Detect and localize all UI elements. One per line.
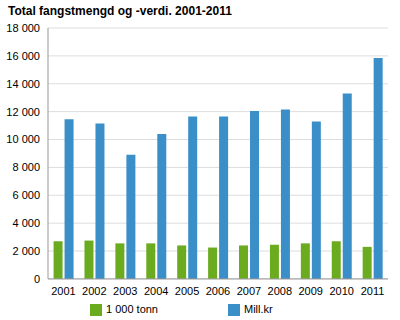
svg-text:18 000: 18 000: [8, 22, 40, 34]
svg-text:2007: 2007: [237, 285, 261, 297]
svg-text:2002: 2002: [82, 285, 106, 297]
html-text:1 000 tonn: 1 000 tonn: [106, 302, 158, 315]
svg-text:2 000: 2 000: [12, 245, 40, 257]
svg-text:2004: 2004: [144, 285, 168, 297]
svg-text:2011: 2011: [361, 285, 385, 297]
svg-text:10 000: 10 000: [8, 133, 40, 145]
svg-text:16 000: 16 000: [8, 50, 40, 62]
svg-text:8 000: 8 000: [12, 161, 40, 173]
svg-text:2009: 2009: [298, 285, 322, 297]
svg-text:0: 0: [34, 273, 40, 285]
svg-text:2001: 2001: [51, 285, 75, 297]
svg-text:2005: 2005: [175, 285, 199, 297]
svg-text:2008: 2008: [268, 285, 292, 297]
html-text:Total fangstmengd og -verdi. 2: Total fangstmengd og -verdi. 2001-2011: [8, 4, 232, 18]
svg-text:4 000: 4 000: [12, 217, 40, 229]
svg-text:6 000: 6 000: [12, 189, 40, 201]
svg-text:2010: 2010: [329, 285, 353, 297]
svg-text:2003: 2003: [113, 285, 137, 297]
svg-text:2006: 2006: [206, 285, 230, 297]
svg-text:12 000: 12 000: [8, 106, 40, 118]
html-text:Mill.kr: Mill.kr: [244, 302, 273, 315]
svg-text:14 000: 14 000: [8, 78, 40, 90]
